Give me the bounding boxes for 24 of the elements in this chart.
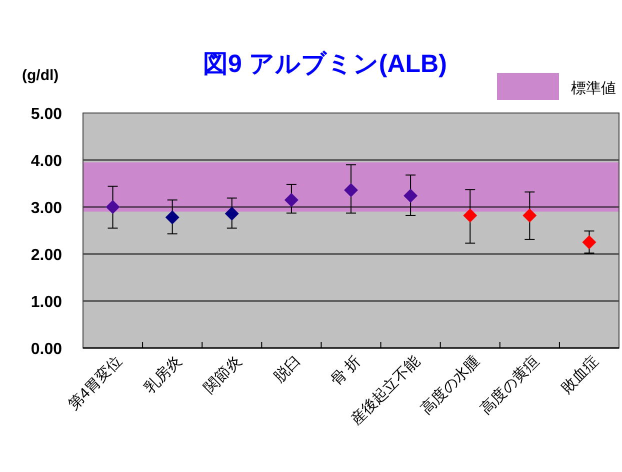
point [165, 210, 180, 224]
x-tick-label: 乳房炎 [141, 352, 186, 397]
y-tick-label: 3.00 [30, 200, 62, 217]
point [284, 192, 298, 207]
point [106, 200, 120, 214]
x-tick-label: 脱臼 [271, 352, 304, 386]
y-tick-label: 2.00 [30, 247, 62, 264]
point [522, 208, 537, 222]
point [404, 188, 418, 203]
point [344, 183, 358, 198]
y-axis-title: (g/dl) [22, 67, 59, 84]
x-tick-label: 敗血症 [558, 352, 602, 397]
point [463, 208, 478, 222]
x-tick-label: 関節炎 [200, 352, 245, 397]
point [224, 206, 239, 221]
y-tick-label: 5.00 [30, 106, 62, 123]
y-tick-label: 0.00 [30, 341, 62, 358]
x-tick-label: 骨 折 [328, 352, 364, 389]
y-tick-label: 1.00 [30, 294, 62, 311]
point [582, 235, 596, 250]
x-tick-label: 第4胃変位 [65, 352, 126, 414]
chart-title: 図9 アルブミン(ALB) [203, 50, 447, 78]
y-tick-label: 4.00 [30, 153, 62, 170]
legend-label: 標準値 [571, 80, 616, 97]
